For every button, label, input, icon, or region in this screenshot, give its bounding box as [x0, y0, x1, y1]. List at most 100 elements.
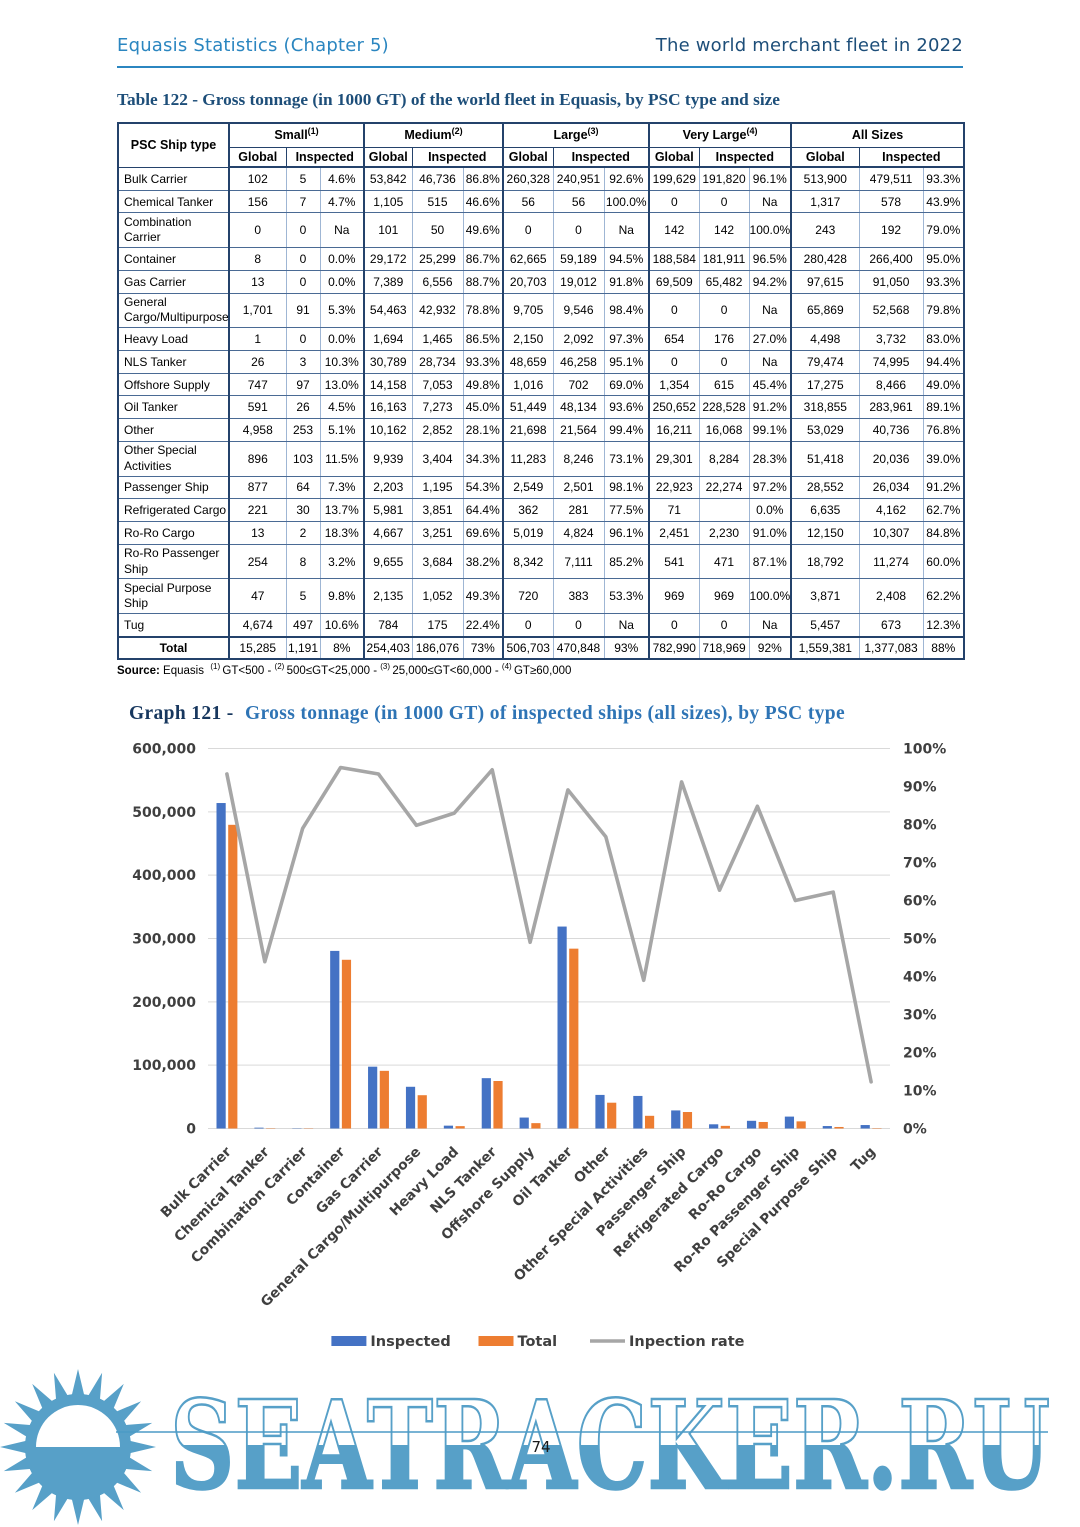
value-cell: 60.0%	[922, 543, 966, 580]
value-cell: 100.0%	[748, 212, 792, 249]
y-axis-tick-label: 0	[186, 1122, 196, 1138]
value-cell: 48,659	[502, 350, 554, 374]
value-cell: 192	[858, 212, 924, 249]
value-cell: 38.2%	[462, 543, 504, 580]
x-axis-category-label: Tug	[848, 1144, 879, 1175]
y2-axis-tick-label: 100%	[903, 742, 946, 758]
value-cell: 5	[285, 166, 321, 191]
value-cell: 50	[411, 212, 464, 249]
value-cell: 896	[228, 440, 287, 477]
value-cell: 283,961	[858, 395, 924, 420]
column-group-header: Small(1)	[228, 122, 365, 148]
y-axis-tick-label: 100,000	[132, 1058, 196, 1074]
value-cell: 95.0%	[922, 247, 966, 271]
legend-swatch	[478, 1336, 514, 1346]
value-cell: 48,134	[552, 395, 605, 420]
chart-title-prefix: Graph 121 -	[129, 703, 234, 724]
table-total-row: Total 15,285 1,191 8% 254,403 186,076 73% 506,7…	[117, 635, 966, 661]
column-header-inspected: Inspected	[858, 146, 966, 168]
value-cell: 95.1%	[603, 350, 650, 374]
y2-axis-tick-label: 20%	[903, 1046, 937, 1062]
column-header-global: Global	[363, 146, 413, 168]
bar-secondary	[834, 1126, 844, 1129]
y2-axis-tick-label: 60%	[903, 894, 937, 910]
value-cell: 3,871	[790, 578, 860, 615]
value-cell: Na	[748, 292, 792, 329]
value-cell: 65,869	[790, 292, 860, 329]
value-cell: 10,162	[363, 418, 413, 442]
source-footnotes: (1) GT<500 - (2) 500≤GT<25,000 - (3) 25,…	[210, 662, 572, 677]
value-cell: 91.2%	[748, 395, 792, 420]
value-cell: 97	[285, 372, 321, 397]
value-cell: 720	[502, 578, 554, 615]
value-cell: 9,546	[552, 292, 605, 329]
column-header-inspected: Inspected	[552, 146, 650, 168]
value-cell: 254	[228, 543, 287, 580]
y2-axis-tick-label: 70%	[903, 856, 937, 872]
value-cell: 479,511	[858, 166, 924, 191]
sun-over-sea-icon	[0, 1369, 156, 1525]
value-cell: 142	[698, 212, 750, 249]
value-cell: 46,258	[552, 350, 605, 374]
value-cell: 221	[228, 498, 287, 522]
bar-primary	[405, 1086, 416, 1129]
total-value-cell: 186,076	[411, 635, 464, 661]
value-cell: 26,034	[858, 475, 924, 500]
bar-secondary	[607, 1102, 617, 1129]
value-cell: 26	[228, 350, 287, 374]
value-cell: 16,163	[363, 395, 413, 420]
value-cell: 1,701	[228, 292, 287, 329]
value-cell: 93.3%	[922, 269, 966, 294]
value-cell: 49.8%	[462, 372, 504, 397]
value-cell: 86.8%	[462, 166, 504, 191]
value-cell: 10,307	[858, 520, 924, 545]
table-row: Combination Carrier 0 0 Na 101 50 49.6% 0 0 Na 142…	[117, 212, 966, 249]
value-cell: 16,211	[648, 418, 700, 442]
value-cell: 2,501	[552, 475, 605, 500]
bar-secondary	[682, 1112, 693, 1129]
table-row: Ro-Ro Cargo 13 2 18.3% 4,667 3,251 69.6% 5,019 4…	[117, 520, 966, 545]
legend-label: Total	[518, 1334, 558, 1350]
ship-type-cell: Container	[117, 247, 230, 271]
value-cell: 91.0%	[748, 520, 792, 545]
value-cell: 74,995	[858, 350, 924, 374]
bar-primary	[595, 1094, 605, 1129]
value-cell: 56	[552, 189, 605, 214]
table-row: Chemical Tanker 156 7 4.7% 1,105 515 46.6% 56 56…	[117, 189, 966, 214]
value-cell: 8,466	[858, 372, 924, 397]
value-cell: 6,635	[790, 498, 860, 522]
value-cell: 22,923	[648, 475, 700, 500]
bar-secondary	[796, 1121, 806, 1129]
ship-type-cell: Other Special Activities	[117, 440, 230, 477]
value-cell: 53.3%	[603, 578, 650, 615]
value-cell: 0	[648, 189, 700, 214]
value-cell: 1,195	[411, 475, 464, 500]
value-cell: 3,732	[858, 327, 924, 352]
value-cell: 6,556	[411, 269, 464, 294]
value-cell: 27.0%	[748, 327, 792, 352]
value-cell: 13.0%	[319, 372, 365, 397]
ship-type-cell: Ro-Ro Passenger Ship	[117, 543, 230, 580]
y2-axis-tick-label: 90%	[903, 780, 937, 796]
value-cell: 0	[502, 212, 554, 249]
column-header-inspected: Inspected	[698, 146, 792, 168]
value-cell: 0	[285, 269, 321, 294]
value-cell: 2,150	[502, 327, 554, 352]
value-cell: 8,342	[502, 543, 554, 580]
value-cell: 0	[552, 613, 605, 638]
value-cell: 69.6%	[462, 520, 504, 545]
value-cell: 96.5%	[748, 247, 792, 271]
bar-line-chart: 0 100,000 200,000 300,000 400,000 500,000 600,…	[132, 742, 946, 1351]
bar-primary	[254, 1127, 264, 1129]
value-cell: 191,820	[698, 166, 750, 191]
legend-label: Inspected	[370, 1334, 450, 1350]
value-cell: 49.0%	[922, 372, 966, 397]
value-cell: 62.2%	[922, 578, 966, 615]
bar-secondary	[569, 948, 579, 1129]
value-cell: 228,528	[698, 395, 750, 420]
value-cell: 1,354	[648, 372, 700, 397]
value-cell: 0	[648, 350, 700, 374]
value-cell: 12.3%	[922, 613, 966, 638]
value-cell: 4,667	[363, 520, 413, 545]
value-cell: 89.1%	[922, 395, 966, 420]
